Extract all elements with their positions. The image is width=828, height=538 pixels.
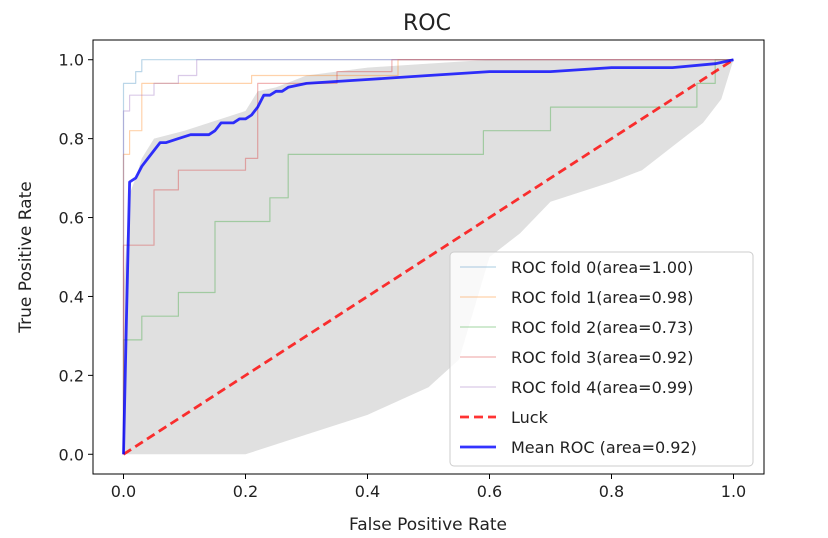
chart-title: ROC (403, 11, 451, 36)
y-tick-label: 0.4 (59, 287, 84, 306)
legend-entry-label: ROC fold 1(area=0.98) (511, 288, 693, 307)
y-tick-label: 0.6 (59, 209, 84, 228)
y-tick-label: 0.8 (59, 130, 84, 149)
plot-area-frame (92, 39, 765, 475)
series-line-roc-fold-3-area-0-92 (122, 59, 734, 455)
legend-entry-label: ROC fold 4(area=0.99) (511, 378, 693, 397)
legend-entry-label: ROC fold 2(area=0.73) (511, 318, 693, 337)
x-tick-label: 0.6 (477, 482, 502, 501)
legend: ROC fold 0(area=1.00) ROC fold 1(area=0.9… (449, 251, 754, 467)
y-axis-label: True Positive Rate (16, 181, 36, 333)
x-tick-label: 0.2 (233, 482, 258, 501)
y-tick-label: 1.0 (59, 51, 84, 70)
series-line-roc-fold-0-area-1-00 (122, 59, 734, 455)
std-dev-band (123, 59, 734, 455)
x-tick-label: 0.4 (355, 482, 380, 501)
series-line-roc-fold-4-area-0-99 (122, 59, 734, 455)
series-line-luck (122, 58, 735, 456)
series-line-mean-roc-area-0-92 (122, 58, 734, 455)
legend-box (449, 251, 754, 467)
y-tick-label: 0.0 (59, 445, 84, 464)
x-tick-label: 1.0 (721, 482, 746, 501)
series-line-roc-fold-2-area-0-73 (122, 59, 734, 455)
y-tick-label: 0.2 (59, 366, 84, 385)
legend-entry-label: Luck (511, 408, 549, 427)
x-axis-label: False Positive Rate (349, 515, 507, 535)
legend-entry-label: ROC fold 3(area=0.92) (511, 348, 693, 367)
legend-entry-label: Mean ROC (area=0.92) (511, 438, 697, 457)
x-tick-label: 0.8 (599, 482, 624, 501)
legend-entry-label: ROC fold 0(area=1.00) (511, 258, 693, 277)
x-tick-label: 0.0 (111, 482, 136, 501)
series-line-roc-fold-1-area-0-98 (122, 59, 734, 455)
